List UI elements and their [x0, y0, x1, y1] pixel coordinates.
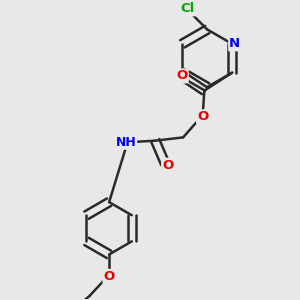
Text: N: N: [229, 38, 240, 50]
Text: Cl: Cl: [181, 2, 195, 15]
Text: O: O: [103, 270, 115, 283]
Text: NH: NH: [116, 136, 136, 149]
Text: O: O: [162, 159, 173, 172]
Text: O: O: [197, 110, 208, 123]
Text: O: O: [176, 69, 188, 82]
